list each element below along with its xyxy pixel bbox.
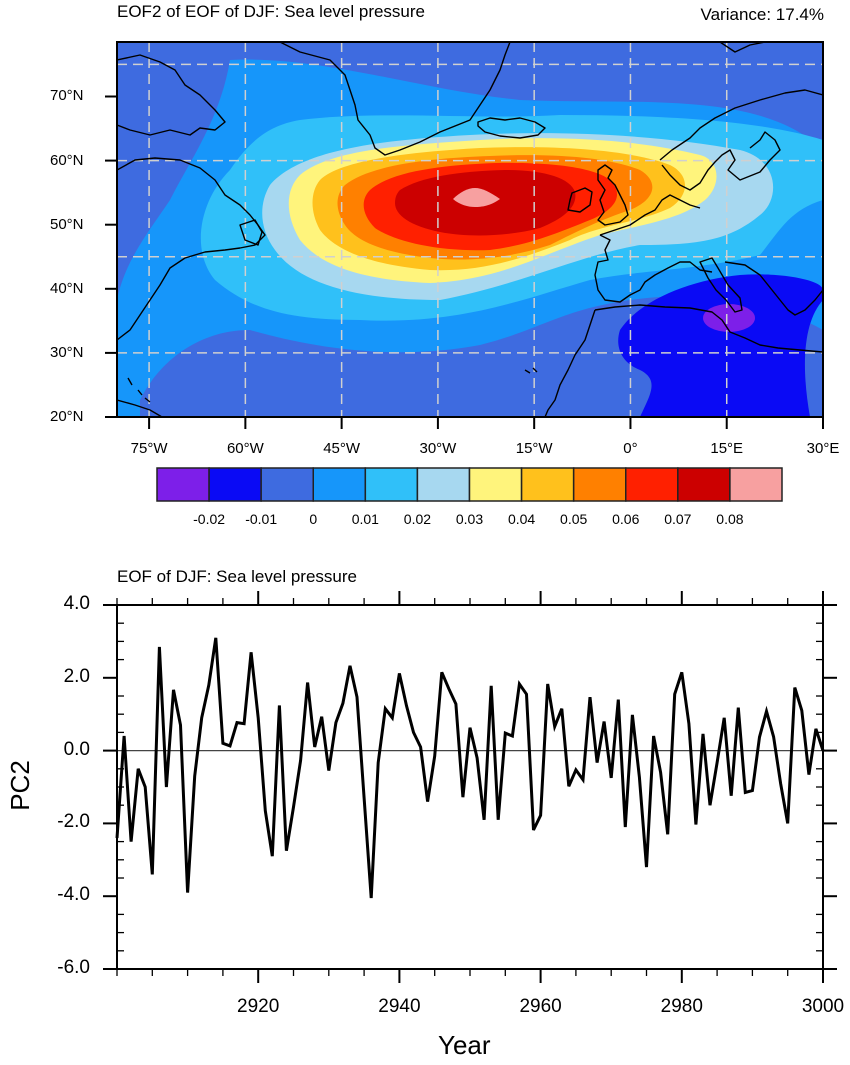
coastline-iceland — [477, 117, 546, 139]
colorbar-level-label: 0.06 — [612, 511, 640, 527]
y-tick-label: -4.0 — [57, 884, 90, 906]
coastline-scandinavia-south — [661, 131, 781, 191]
coastline-europe-west — [599, 194, 701, 236]
colorbar-level-label: 0 — [309, 511, 318, 527]
band-above-008 — [453, 188, 500, 207]
lon-tick-label: 0° — [623, 440, 638, 457]
coastline-north-africa — [594, 304, 823, 353]
pc2-data-points — [117, 638, 823, 898]
y-tick-label: -2.0 — [57, 811, 90, 833]
coastline-great-britain — [597, 164, 629, 226]
coastline-newfoundland — [239, 219, 263, 246]
colorbar-level-label: 0.02 — [403, 511, 432, 527]
coastline-greenland — [279, 42, 511, 156]
map-gridlines — [117, 42, 823, 417]
colorbar-box — [468, 467, 523, 502]
lat-tick-label: 50°N — [50, 215, 84, 233]
colorbar — [156, 467, 783, 502]
lat-tick-label: 20°N — [50, 408, 84, 425]
coastline-iberia — [594, 234, 713, 303]
y-tick-label: -6.0 — [57, 957, 90, 978]
x-tick-label: 3000 — [801, 996, 845, 1017]
colorbar-box — [572, 467, 627, 502]
variance-label: Variance: 17.4% — [700, 5, 824, 24]
colorbar-box — [364, 467, 419, 502]
colorbar-box — [520, 467, 575, 502]
coastline-canada-north — [117, 54, 226, 136]
colorbar-level-label: 0.03 — [455, 511, 484, 527]
coastline-canaries — [524, 367, 538, 374]
ts-title: EOF of DJF: Sea level pressure — [117, 567, 357, 586]
lon-tick-label: 30°E — [806, 440, 840, 457]
lon-tick-label: 15°W — [515, 440, 553, 457]
x-tick-label: 2980 — [660, 996, 703, 1017]
colorbar-level-label: 0.05 — [560, 511, 588, 527]
lon-tick-label: 15°E — [710, 440, 744, 457]
lon-tick-label: 45°W — [323, 440, 361, 457]
y-tick-label: 0.0 — [63, 738, 90, 760]
map-title: EOF2 of EOF of DJF: Sea level pressure — [117, 2, 426, 21]
colorbar-level-label: 0.04 — [507, 511, 536, 527]
coastline-balkans — [724, 261, 823, 316]
lon-tick-label: 30°W — [419, 440, 457, 457]
coastline-scandinavia — [659, 89, 823, 161]
colorbar-box — [156, 467, 210, 502]
y-tick-label: 2.0 — [63, 665, 90, 687]
lon-tick-label: 75°W — [130, 440, 168, 457]
colorbar-level-label: -0.02 — [193, 511, 226, 527]
map-frame — [116, 41, 824, 418]
band-below-neg002 — [703, 304, 755, 332]
x-tick-label: 2940 — [378, 996, 421, 1017]
coastlines — [117, 42, 823, 417]
pc2-series-line — [115, 637, 825, 899]
colorbar-box — [677, 467, 731, 502]
y-axis-title: PC2 — [4, 760, 35, 811]
ts-frame — [116, 604, 824, 970]
colorbar-level-label: 0.08 — [716, 511, 744, 527]
contour-field — [117, 42, 823, 417]
lat-tick-label: 40°N — [50, 279, 84, 297]
eof-map — [105, 41, 824, 502]
colorbar-box — [625, 467, 679, 502]
colorbar-box — [416, 467, 471, 502]
x-tick-label: 2960 — [519, 996, 562, 1017]
colorbar-level-label: 0.07 — [664, 511, 692, 527]
x-tick-label: 2920 — [237, 996, 280, 1017]
coastline-bahamas — [127, 377, 151, 403]
colorbar-box — [312, 467, 367, 502]
coastline-ireland — [567, 187, 593, 213]
map-axis-ticks — [105, 95, 824, 429]
lon-tick-label: 60°W — [226, 440, 264, 457]
lat-tick-label: 30°N — [50, 343, 84, 361]
colorbar-box — [729, 467, 783, 502]
coastline-west-africa — [544, 309, 596, 417]
coastline-italy — [699, 257, 743, 313]
lat-tick-label: 60°N — [50, 151, 84, 169]
lat-tick-label: 70°N — [50, 87, 84, 105]
band-neg002-neg001 — [618, 274, 823, 417]
coastline-caribbean — [117, 399, 163, 417]
colorbar-box — [208, 467, 262, 502]
colorbar-level-label: -0.01 — [245, 511, 278, 527]
x-axis-title: Year — [438, 1030, 491, 1060]
y-tick-label: 4.0 — [63, 593, 90, 614]
colorbar-box — [260, 467, 314, 502]
colorbar-level-label: 0.01 — [351, 511, 379, 527]
coastline-svalbard — [719, 42, 766, 53]
